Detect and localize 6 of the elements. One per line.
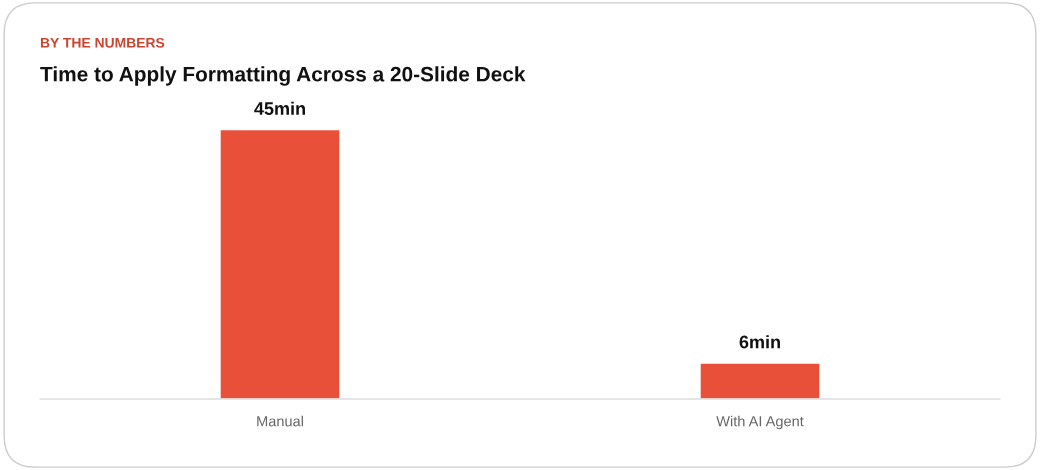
chart-title: Time to Apply Formatting Across a 20-Slide Deck — [40, 66, 526, 86]
chart-subtitle: BY THE NUMBERS — [40, 37, 165, 48]
data-label: 6min — [739, 335, 780, 349]
x-tick-label: Manual — [257, 415, 303, 427]
data-label: 45min — [254, 101, 305, 115]
x-tick-label: With AI Agent — [716, 415, 804, 430]
